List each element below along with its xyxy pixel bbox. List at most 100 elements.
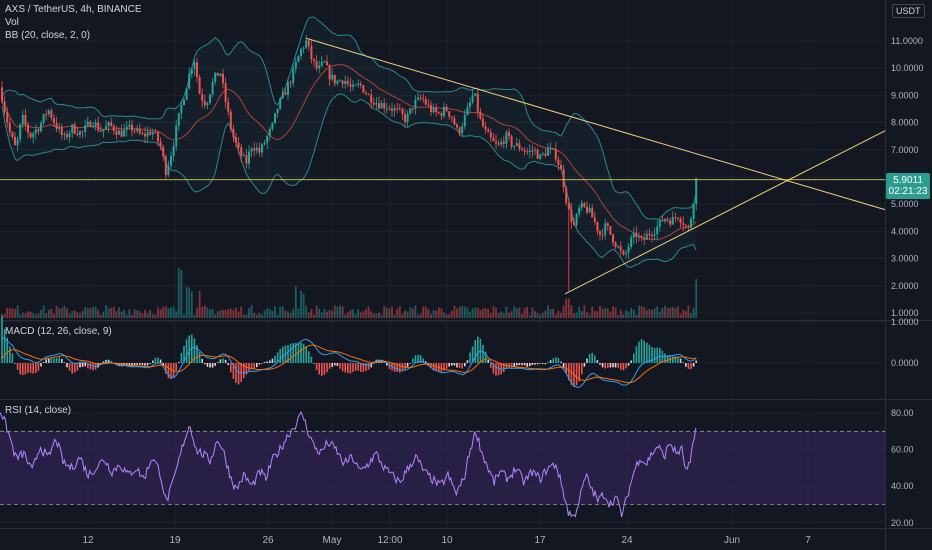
volume-bar — [427, 308, 430, 318]
candle-body — [211, 81, 214, 95]
volume-bar — [367, 306, 370, 318]
candle-body — [76, 133, 79, 135]
volume-bar — [203, 305, 206, 318]
volume-bar — [313, 314, 315, 318]
macd-histogram-bar — [518, 363, 521, 366]
candle-body — [105, 126, 107, 130]
candle-body — [151, 132, 154, 135]
macd-histogram-bar — [9, 346, 11, 363]
macd-histogram-bar — [48, 358, 50, 363]
volume-bar — [201, 306, 204, 318]
macd-label[interactable]: MACD (12, 26, close, 9) — [5, 326, 112, 337]
macd-histogram-bar — [604, 363, 606, 369]
candle-body — [97, 122, 100, 131]
macd-histogram-bar — [42, 361, 45, 363]
candle-body — [440, 113, 443, 116]
macd-histogram-bar — [97, 363, 99, 368]
volume-bar — [146, 313, 149, 318]
macd-histogram-bar — [682, 362, 684, 363]
symbol-label[interactable]: AXS / TetherUS, 4h, BINANCE — [5, 4, 142, 15]
volume-bar — [573, 313, 575, 318]
volume-bar — [614, 307, 617, 318]
candle-body — [380, 103, 383, 109]
volume-bar — [489, 313, 492, 318]
volume-bar — [149, 309, 152, 318]
candle-body — [58, 127, 61, 129]
candle-body — [692, 203, 695, 219]
macd-histogram-bar — [276, 352, 279, 363]
volume-bar — [671, 306, 674, 318]
vol-label[interactable]: Vol — [5, 17, 19, 28]
volume-bar — [606, 308, 609, 318]
candle-body — [289, 82, 292, 84]
candle-body — [354, 84, 357, 86]
rsi-label[interactable]: RSI (14, close) — [5, 405, 72, 416]
macd-histogram-bar — [643, 340, 645, 363]
volume-bar — [248, 308, 250, 318]
candle-body — [164, 156, 167, 176]
macd-histogram-bar — [435, 363, 437, 372]
candle-body — [424, 99, 427, 105]
macd-histogram-bar — [263, 361, 266, 363]
bb-label[interactable]: BB (20, close, 2, 0) — [5, 30, 91, 41]
candle-body — [19, 124, 22, 140]
candle-body — [162, 146, 165, 157]
candle-body — [27, 124, 29, 133]
macd-histogram-bar — [165, 363, 167, 374]
candle-body — [263, 142, 266, 145]
rsi-tick-label: 60.00 — [891, 445, 914, 455]
volume-bar — [445, 314, 448, 318]
volume-bar — [300, 290, 302, 318]
macd-histogram-bar — [146, 363, 149, 366]
volume-bar — [609, 311, 612, 318]
volume-bar — [404, 310, 406, 318]
price-tick-label: 9.0000 — [891, 90, 919, 100]
candle-body — [276, 108, 279, 114]
rsi-tick-label: 40.00 — [891, 481, 914, 491]
volume-bar — [562, 305, 565, 318]
macd-histogram-bar — [141, 363, 144, 366]
candle-body — [250, 148, 253, 152]
candle-body — [474, 93, 477, 96]
candle-body — [674, 216, 677, 218]
volume-bar — [653, 308, 656, 318]
volume-bar — [461, 305, 464, 318]
volume-bar — [474, 307, 477, 318]
volume-bar — [253, 312, 256, 318]
candle-body — [513, 145, 516, 147]
macd-histogram-bar — [209, 363, 211, 368]
volume-bar — [11, 308, 14, 318]
volume-bar — [443, 312, 445, 318]
candle-body — [409, 108, 412, 114]
rsi-tick-label: 80.00 — [891, 408, 914, 418]
volume-bar — [679, 314, 682, 318]
macd-histogram-bar — [144, 363, 146, 366]
volume-bar — [528, 314, 531, 318]
macd-histogram-bar — [601, 363, 604, 368]
macd-histogram-bar — [55, 357, 58, 363]
volume-bar — [523, 308, 526, 318]
macd-histogram-bar — [74, 363, 76, 373]
volume-bar — [297, 308, 300, 318]
volume-bar — [60, 307, 63, 318]
candle-body — [45, 114, 48, 116]
candle-body — [227, 101, 230, 112]
candle-body — [92, 125, 94, 127]
macd-histogram-bar — [354, 363, 357, 371]
volume-bar — [687, 305, 690, 318]
macd-histogram-bar — [206, 363, 209, 367]
candle-body — [378, 103, 380, 109]
macd-histogram-bar — [68, 363, 71, 371]
volume-bar — [141, 313, 144, 318]
volume-bar — [216, 311, 219, 318]
macd-histogram-bar — [37, 363, 40, 371]
volume-bar — [3, 313, 6, 318]
currency-button[interactable]: USDT — [892, 4, 925, 18]
macd-histogram-bar — [178, 361, 180, 363]
volume-bar — [42, 305, 45, 318]
volume-bar — [315, 306, 318, 318]
volume-bar — [575, 312, 578, 318]
volume-bar — [388, 308, 391, 318]
candle-body — [372, 102, 375, 105]
